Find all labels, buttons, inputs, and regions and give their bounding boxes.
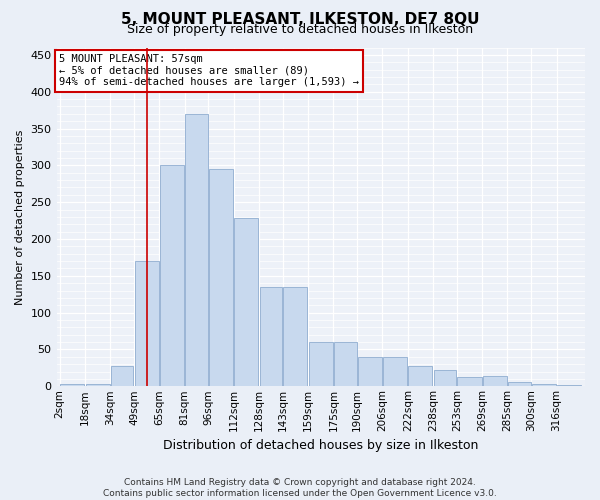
Text: 5 MOUNT PLEASANT: 57sqm
← 5% of detached houses are smaller (89)
94% of semi-det: 5 MOUNT PLEASANT: 57sqm ← 5% of detached… bbox=[59, 54, 359, 88]
Bar bbox=[235, 218, 259, 386]
Y-axis label: Number of detached properties: Number of detached properties bbox=[15, 129, 25, 304]
Bar bbox=[358, 357, 382, 386]
Bar bbox=[185, 114, 208, 386]
Bar bbox=[508, 382, 530, 386]
Bar bbox=[86, 384, 110, 386]
Bar bbox=[309, 342, 333, 386]
Bar bbox=[334, 342, 356, 386]
Text: 5, MOUNT PLEASANT, ILKESTON, DE7 8QU: 5, MOUNT PLEASANT, ILKESTON, DE7 8QU bbox=[121, 12, 479, 26]
X-axis label: Distribution of detached houses by size in Ilkeston: Distribution of detached houses by size … bbox=[163, 440, 478, 452]
Bar bbox=[160, 166, 184, 386]
Bar bbox=[135, 261, 159, 386]
Bar bbox=[209, 169, 233, 386]
Bar bbox=[483, 376, 507, 386]
Bar bbox=[383, 357, 407, 386]
Bar bbox=[260, 287, 282, 386]
Text: Size of property relative to detached houses in Ilkeston: Size of property relative to detached ho… bbox=[127, 24, 473, 36]
Bar bbox=[434, 370, 456, 386]
Text: Contains HM Land Registry data © Crown copyright and database right 2024.
Contai: Contains HM Land Registry data © Crown c… bbox=[103, 478, 497, 498]
Bar bbox=[557, 385, 581, 386]
Bar bbox=[457, 378, 482, 386]
Bar bbox=[111, 366, 133, 386]
Bar bbox=[61, 384, 85, 386]
Bar bbox=[283, 287, 307, 386]
Bar bbox=[532, 384, 556, 386]
Bar bbox=[409, 366, 433, 386]
